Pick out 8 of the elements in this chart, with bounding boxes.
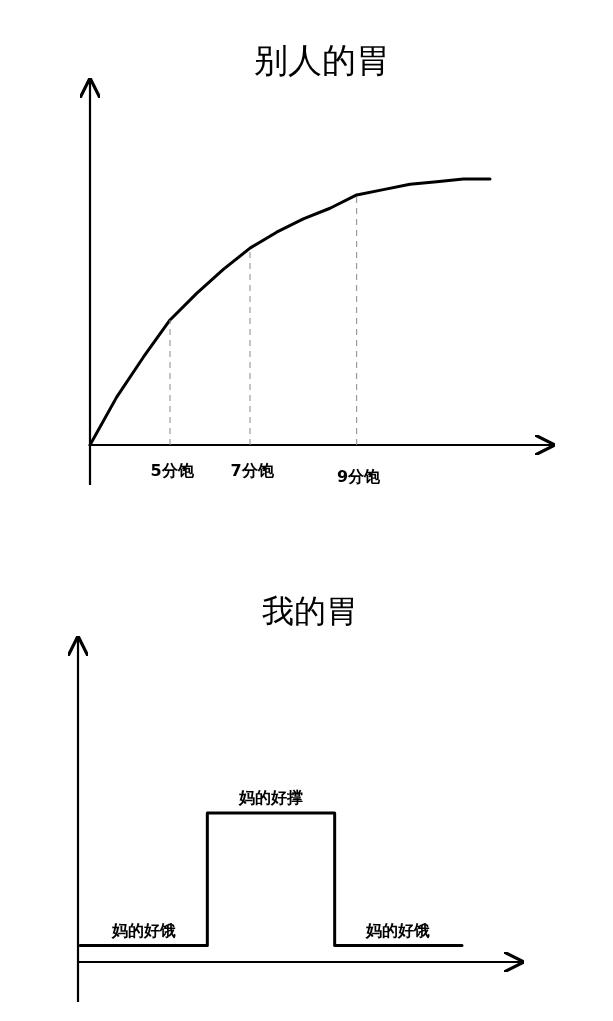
x-tick-label: 9分饱 [337,467,382,486]
chart-title: 我的胃 [262,592,358,630]
x-tick-label: 7分饱 [230,461,275,480]
chart-title: 别人的胃 [253,40,390,80]
annotation: 妈的好饿 [365,920,431,940]
annotation: 妈的好饿 [110,920,176,940]
annotation: 妈的好撑 [238,788,303,807]
x-tick-label: 5分饱 [150,461,195,480]
